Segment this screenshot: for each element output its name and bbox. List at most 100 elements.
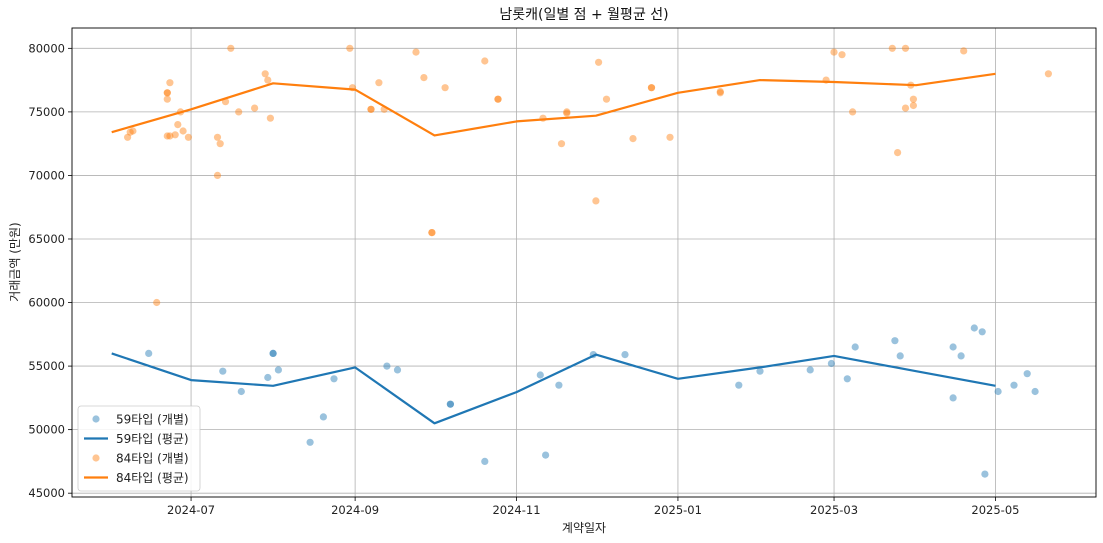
scatter-point (163, 95, 171, 103)
scatter-point (420, 74, 428, 82)
series-line-3 (111, 72, 996, 137)
legend-label: 84타입 (개별) (116, 452, 189, 466)
scatter-point (235, 108, 243, 116)
scatter-point (602, 95, 611, 103)
legend-label: 59타입 (평균) (116, 432, 189, 446)
scatter-point (126, 128, 134, 136)
scatter-point (1031, 387, 1039, 396)
scatter-point (428, 229, 436, 237)
scatter-point (330, 375, 338, 383)
y-tick-label: 75000 (28, 105, 65, 119)
scatter-point (163, 89, 171, 97)
scatter-point (716, 89, 724, 97)
x-tick-label: 2024-09 (331, 503, 379, 517)
scatter-point (896, 352, 904, 360)
scatter-point (213, 171, 222, 179)
scatter-point (306, 438, 314, 446)
scatter-point (184, 133, 192, 141)
y-tick-label: 65000 (28, 232, 65, 246)
scatter-point (264, 373, 272, 382)
scatter-point (269, 349, 277, 357)
scatter-point (1044, 70, 1052, 78)
scatter-point (251, 104, 259, 112)
scatter-point (557, 140, 566, 148)
x-tick-label: 2025-05 (971, 503, 1019, 517)
scatter-point (851, 343, 859, 351)
scatter-point (274, 366, 282, 374)
scatter-point (446, 400, 454, 408)
scatter-point (756, 367, 764, 375)
scatter-point (393, 366, 402, 374)
scatter-points (124, 44, 1052, 478)
scatter-point (957, 352, 965, 360)
scatter-point (806, 366, 814, 374)
scatter-point (901, 104, 910, 112)
scatter-point (888, 44, 896, 52)
scatter-point (179, 127, 187, 135)
series-line-1 (111, 352, 996, 425)
scatter-point (629, 135, 637, 143)
y-axis-label: 거래금액 (만원) (8, 222, 22, 301)
scatter-point (647, 84, 656, 92)
scatter-point (949, 343, 957, 351)
x-tick-label: 2024-07 (167, 503, 215, 517)
scatter-point (907, 81, 915, 89)
scatter-point (563, 109, 571, 117)
y-tick-label: 55000 (28, 359, 65, 373)
grid-lines (72, 28, 1096, 497)
scatter-point (589, 351, 597, 359)
scatter-point (621, 351, 629, 359)
y-tick-label: 50000 (28, 423, 65, 437)
y-axis-ticks: 45000 50000 55000 60000 65000 70000 75000 80000 (28, 41, 72, 500)
scatter-point (163, 132, 171, 140)
scatter-point (171, 131, 179, 139)
scatter-point (735, 381, 743, 389)
scatter-point (891, 337, 899, 345)
x-axis-ticks: 2024-07 2024-09 2024-11 2025-01 2025-03 2025-… (167, 497, 1019, 517)
scatter-point (563, 108, 571, 116)
scatter-point (367, 105, 375, 113)
scatter-point (949, 394, 957, 402)
scatter-point (375, 79, 383, 87)
scatter-point (412, 48, 420, 56)
scatter-point (129, 127, 137, 135)
scatter-point (542, 451, 550, 459)
legend-label: 59타입 (개별) (116, 413, 189, 427)
scatter-point (219, 367, 227, 375)
scatter-point (176, 108, 185, 116)
scatter-point (901, 44, 910, 52)
scatter-point (894, 149, 902, 157)
legend-swatch (92, 454, 100, 462)
scatter-point (213, 133, 222, 141)
scatter-point (536, 371, 544, 379)
chart-title: 남롯캐(일별 점 + 월평균 선) (499, 7, 668, 23)
scatter-point (221, 98, 230, 106)
scatter-point (145, 349, 153, 357)
scatter-point (494, 95, 502, 103)
scatter-point (441, 84, 449, 92)
scatter-point (830, 48, 838, 56)
scatter-point (960, 47, 968, 55)
x-tick-label: 2025-03 (810, 503, 858, 517)
scatter-point (595, 58, 603, 66)
scatter-point (153, 298, 161, 307)
scatter-point (174, 121, 182, 129)
scatter-point (216, 140, 224, 148)
plot-frame (71, 27, 1097, 498)
scatter-point (994, 387, 1002, 396)
scatter-point (822, 76, 830, 84)
legend-swatch (92, 415, 100, 423)
scatter-point (981, 470, 989, 478)
scatter-point (555, 381, 563, 389)
legend: 59타입 (개별) 59타입 (평균) 84타입 (개별) 84타입 (평균) (77, 405, 201, 492)
scatter-point (592, 197, 600, 205)
scatter-point (909, 101, 918, 110)
scatter-point (716, 88, 724, 96)
legend-box (77, 405, 201, 492)
y-tick-label: 80000 (28, 41, 65, 55)
scatter-point (481, 457, 489, 465)
x-tick-label: 2024-11 (492, 503, 540, 517)
scatter-point (346, 44, 354, 52)
scatter-point (269, 349, 277, 357)
